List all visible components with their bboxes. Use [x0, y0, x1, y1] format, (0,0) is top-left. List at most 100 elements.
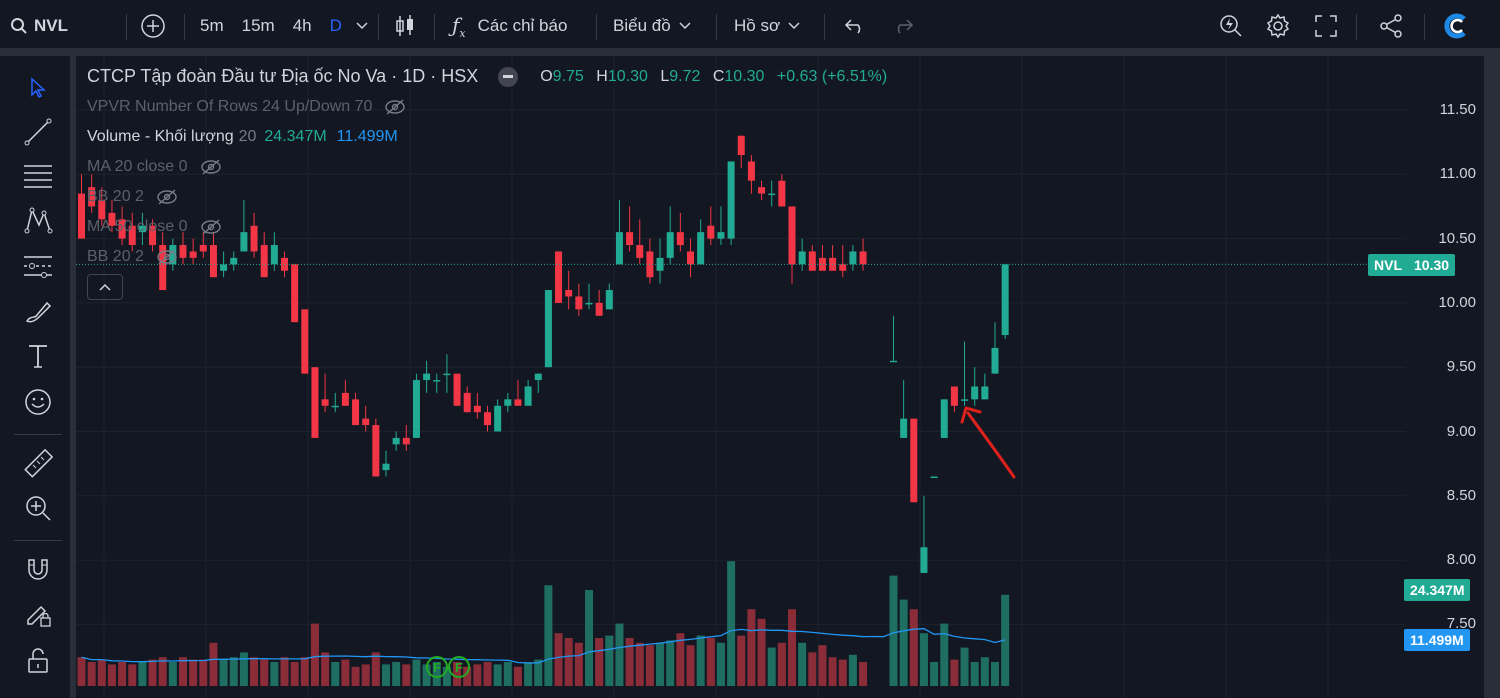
indicator-ma50[interactable]: MA 50 close 0 [87, 218, 222, 236]
interval-group: 5m 15m 4h D [194, 0, 368, 52]
price-tick-label: 11.00 [1439, 165, 1476, 183]
undo-button[interactable] [844, 0, 866, 52]
candle [971, 367, 979, 406]
fib-tool[interactable] [18, 156, 58, 196]
interval-15m[interactable]: 15m [241, 16, 275, 35]
indicator-vpvr[interactable]: VPVR Number Of Rows 24 Up/Down 70 [87, 98, 406, 116]
candle-body [636, 245, 644, 258]
market-status-icon[interactable] [498, 66, 519, 87]
brand-logo[interactable] [1442, 0, 1472, 52]
indicator-label: BB 20 2 [87, 188, 144, 205]
indicator-ma20[interactable]: MA 20 close 0 [87, 158, 222, 176]
legend-collapse-button[interactable] [87, 274, 123, 300]
cursor-tool[interactable] [18, 68, 58, 108]
candle [961, 341, 969, 406]
profile-menu-button[interactable]: Hồ sơ [734, 0, 800, 52]
interval-d[interactable]: D [329, 16, 342, 35]
candle [98, 187, 106, 226]
volume-bar [392, 662, 401, 686]
candle-body [971, 386, 979, 400]
eye-off-icon[interactable] [200, 159, 222, 175]
candle [433, 373, 441, 393]
volume-bar [138, 662, 147, 686]
magnet-tool[interactable] [18, 550, 58, 590]
lock-all-tool[interactable] [18, 640, 58, 680]
eye-off-icon[interactable] [384, 99, 406, 115]
interval-5m[interactable]: 5m [200, 16, 224, 35]
candle-body [301, 309, 309, 374]
candle-body [118, 219, 126, 239]
text-tool[interactable] [18, 336, 58, 376]
indicator-bb2[interactable]: BB 20 2 [87, 248, 178, 266]
candle-body [240, 232, 248, 252]
chart-menu-button[interactable]: Biểu đồ [613, 0, 691, 52]
volume-bar [158, 657, 167, 686]
emoji-tool[interactable] [18, 382, 58, 422]
eye-off-icon[interactable] [156, 249, 178, 265]
candle [250, 212, 258, 258]
zoom-tool[interactable] [18, 488, 58, 528]
share-button[interactable] [1378, 0, 1404, 52]
volume-bar [656, 642, 665, 686]
candle [311, 367, 319, 438]
volume-bar [564, 638, 573, 686]
fullscreen-button[interactable] [1314, 0, 1338, 52]
candle [524, 380, 532, 406]
candle [829, 245, 837, 271]
lock-drawing-tool[interactable] [18, 594, 58, 634]
candle [108, 200, 116, 233]
compare-add-button[interactable] [140, 0, 166, 52]
drawing-toolbar [0, 56, 70, 698]
volume-bar [544, 585, 553, 686]
volume-bar [889, 575, 898, 686]
brush-tool[interactable] [18, 292, 58, 332]
financial-event-marker[interactable]: F [426, 656, 448, 678]
alert-button[interactable] [1218, 0, 1244, 52]
candle [544, 290, 552, 368]
candle [900, 380, 908, 438]
eye-off-icon[interactable] [200, 219, 222, 235]
price-chart[interactable] [76, 56, 1484, 698]
candle-body [727, 161, 735, 239]
redo-button[interactable] [892, 0, 914, 52]
volume-bar [189, 659, 198, 686]
price-tick-label: 8.50 [1446, 486, 1476, 504]
candle-body [209, 245, 217, 278]
settings-button[interactable] [1265, 0, 1291, 52]
trend-line-tool[interactable] [18, 112, 58, 152]
candle-body [900, 418, 908, 438]
candle [230, 251, 238, 271]
symbol-search[interactable]: NVL [10, 0, 68, 52]
candle-body [169, 245, 177, 265]
volume-bar [828, 657, 837, 686]
volume-bar [930, 662, 939, 686]
interval-4h[interactable]: 4h [292, 16, 312, 35]
measure-tool[interactable] [18, 444, 58, 484]
eye-off-icon[interactable] [156, 189, 178, 205]
trend-line-icon [24, 118, 52, 146]
candle [585, 283, 593, 310]
candle [402, 425, 410, 451]
visibility-tool[interactable] [18, 684, 58, 698]
pattern-icon [24, 207, 53, 234]
pattern-tool[interactable] [18, 200, 58, 240]
volume-bar [87, 662, 96, 686]
indicators-button[interactable]: ƒx Các chỉ báo [452, 0, 567, 52]
prediction-tool[interactable] [18, 246, 58, 286]
text-icon [29, 345, 47, 368]
financial-event-marker[interactable]: F [448, 656, 470, 678]
candle-body [524, 386, 532, 406]
indicator-volume[interactable]: Volume - Khối lượng 20 24.347M 11.499M [87, 128, 398, 146]
candle-body [189, 251, 197, 258]
candle [270, 232, 278, 271]
close-value: 10.30 [724, 67, 765, 85]
chevron-down-icon[interactable] [356, 22, 368, 30]
chart-legend-title[interactable]: CTCP Tập đoàn Đầu tư Địa ốc No Va · 1D ·… [87, 66, 895, 87]
volume-tag: 24.347M [1404, 579, 1471, 601]
price-tick-label: 11.50 [1439, 101, 1476, 118]
candle-body [504, 399, 512, 406]
chart-pane[interactable]: CTCP Tập đoàn Đầu tư Địa ốc No Va · 1D ·… [76, 56, 1484, 698]
chart-type-button[interactable] [394, 0, 416, 52]
candle-body [626, 232, 634, 246]
indicator-bb1[interactable]: BB 20 2 [87, 188, 178, 206]
